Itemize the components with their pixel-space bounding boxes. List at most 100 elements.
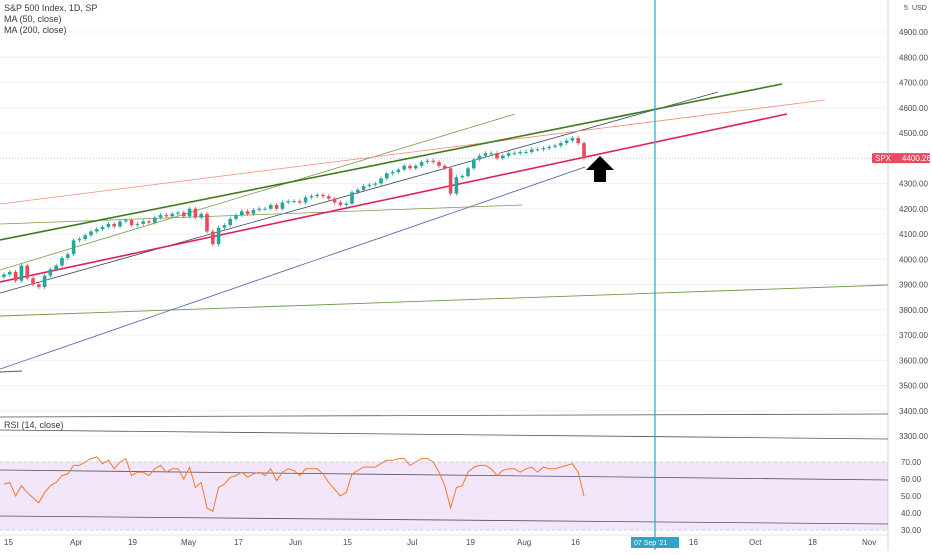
candle-body xyxy=(553,145,557,147)
candle-body xyxy=(547,146,551,149)
time-tick-label: 15 xyxy=(343,538,352,547)
candle-body xyxy=(390,172,395,174)
time-axis[interactable]: 15Apr19May17Jun15Jul19Aug16Sep16Oct18Nov xyxy=(4,538,876,547)
candle-body xyxy=(83,235,87,240)
symbol-title[interactable]: S&P 500 Index, 1D, SP xyxy=(4,3,98,13)
candle-body xyxy=(327,196,331,199)
rsi-series xyxy=(0,456,888,531)
price-axis[interactable]: 4900.00 4800.00 4700.00 4600.00 4500.00 4300.… xyxy=(899,28,928,441)
candle-body xyxy=(443,165,447,169)
candle-body xyxy=(228,218,232,226)
candle-body xyxy=(338,202,343,205)
rsi-title[interactable]: RSI (14, close) xyxy=(4,420,64,430)
candle-body xyxy=(263,208,267,210)
time-tick-label: Apr xyxy=(70,538,83,547)
candle-body xyxy=(135,223,140,226)
candle-body xyxy=(361,186,366,190)
pane-divider-line[interactable] xyxy=(0,413,889,418)
candle-body xyxy=(501,155,505,159)
candle-body xyxy=(385,173,389,179)
channel-line-lower-dark[interactable] xyxy=(0,91,719,294)
price-axis-top-label: 5 xyxy=(904,5,908,12)
candle-body xyxy=(402,165,406,170)
candle-body xyxy=(367,184,372,187)
rsi-axis[interactable]: 70.00 60.00 50.00 40.00 30.00 xyxy=(901,458,922,535)
candle-body xyxy=(280,202,285,209)
rsi-trend-mid[interactable] xyxy=(0,469,889,481)
trend-line-lower-red[interactable] xyxy=(0,113,788,283)
trend-line-salmon[interactable] xyxy=(0,99,826,205)
candle-body xyxy=(309,196,314,198)
candle-body xyxy=(170,213,174,217)
candle-body xyxy=(489,153,493,155)
candle-body xyxy=(269,204,273,209)
candle-body xyxy=(158,215,163,218)
candle-body xyxy=(454,177,459,194)
time-tick-label: Jun xyxy=(289,538,302,547)
candle-body xyxy=(48,269,53,276)
ma200-line xyxy=(0,166,586,370)
rsi-tick-label: 60.00 xyxy=(901,475,922,484)
channel-line-upper-olive[interactable] xyxy=(0,113,516,271)
price-tick-label: 4900.00 xyxy=(899,28,928,37)
candle-body xyxy=(425,160,430,163)
candle-body xyxy=(344,203,348,205)
price-tick-label: 4800.00 xyxy=(899,53,928,62)
candle-body xyxy=(448,168,453,194)
rsi-tick-label: 50.00 xyxy=(901,492,922,501)
price-tick-label: 4700.00 xyxy=(899,79,928,88)
trend-line-upper-green[interactable] xyxy=(0,83,783,241)
candle-body xyxy=(124,220,128,222)
candle-body xyxy=(205,213,209,232)
study-ma50-label[interactable]: MA (50, close) xyxy=(4,14,62,24)
rsi-trend-top[interactable] xyxy=(0,429,889,440)
candle-body xyxy=(216,227,221,245)
time-tick-label: Nov xyxy=(862,538,876,547)
price-tick-label: 4300.00 xyxy=(899,180,928,189)
time-tick-label: 18 xyxy=(808,538,817,547)
candle-body xyxy=(414,165,418,169)
trend-line-gray-short[interactable] xyxy=(0,370,23,373)
candle-body xyxy=(518,151,522,154)
candle-body xyxy=(37,284,41,288)
candle-body xyxy=(42,275,47,288)
candle-body xyxy=(2,274,6,277)
rsi-line xyxy=(3,456,585,513)
ma200-series xyxy=(0,166,586,370)
price-tick-label: 3300.00 xyxy=(899,432,928,441)
candle-body xyxy=(234,215,238,219)
last-price-value: 4400.26 xyxy=(902,154,931,163)
candle-body xyxy=(112,223,116,227)
time-tick-label: 16 xyxy=(689,538,698,547)
candles xyxy=(2,136,586,290)
price-tick-label: 4200.00 xyxy=(899,205,928,214)
time-tick-label: Aug xyxy=(517,538,531,547)
rsi-tick-label: 30.00 xyxy=(901,526,922,535)
candle-body xyxy=(240,211,244,216)
candle-body xyxy=(524,151,528,153)
arrow-up-icon[interactable] xyxy=(586,156,614,182)
last-price-badge: SPX 4400.26 xyxy=(872,153,931,164)
currency-label: USD xyxy=(912,5,927,12)
trend-line-olive-short[interactable] xyxy=(0,204,523,225)
candle-body xyxy=(13,271,18,281)
study-ma200-label[interactable]: MA (200, close) xyxy=(4,25,67,35)
time-tick-label: May xyxy=(181,538,196,547)
candle-body xyxy=(466,168,470,176)
rsi-tick-label: 40.00 xyxy=(901,509,922,518)
rsi-tick-label: 70.00 xyxy=(901,458,922,467)
candle-body xyxy=(408,165,412,169)
candle-body xyxy=(66,254,70,258)
candle-body xyxy=(176,212,180,214)
candle-body xyxy=(251,210,256,214)
rsi-trend-bottom[interactable] xyxy=(0,515,889,525)
candle-body xyxy=(199,213,203,218)
time-tick-label: 19 xyxy=(466,538,475,547)
trendlines[interactable] xyxy=(0,83,889,525)
candle-body xyxy=(274,204,279,209)
candle-body xyxy=(106,223,111,227)
trend-line-olive-long[interactable] xyxy=(0,284,889,317)
time-tick-label: 16 xyxy=(571,538,580,547)
